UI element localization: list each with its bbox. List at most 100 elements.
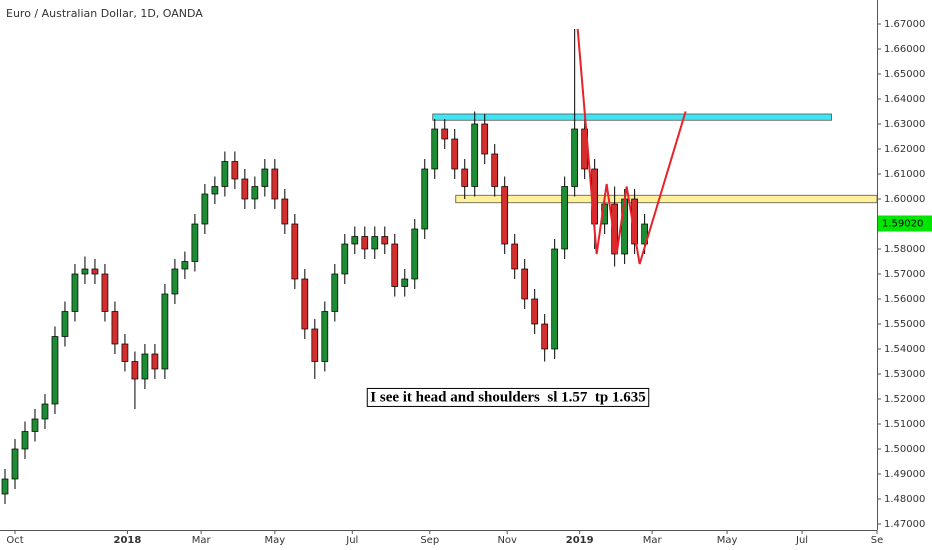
candle-body: [611, 203, 618, 255]
y-tick-label: 1.64000: [884, 94, 925, 105]
x-tick-label: 2019: [566, 535, 594, 546]
candle-body: [81, 268, 89, 275]
y-tick-label: 1.49000: [884, 469, 925, 480]
candle-body: [51, 336, 59, 405]
candle-body: [181, 261, 189, 270]
y-tick-label: 1.65000: [884, 69, 925, 80]
candle-body: [421, 168, 429, 230]
candle-body: [61, 311, 69, 337]
y-tick-label: 1.47000: [884, 519, 925, 530]
candle-body: [261, 168, 269, 187]
candle-body: [431, 128, 439, 170]
candle-body: [331, 273, 339, 312]
candle-body: [461, 168, 469, 187]
x-tick-label: May: [264, 535, 285, 546]
candle-body: [301, 278, 309, 330]
candle-body: [571, 128, 579, 187]
candle-body: [121, 343, 129, 362]
candle-body: [21, 431, 29, 450]
candle-body: [11, 448, 19, 480]
annotation: I see it head and shoulders sl 1.57 tp 1…: [370, 389, 645, 405]
x-tick-label: Jul: [345, 535, 358, 546]
x-tick-label: Se: [871, 535, 884, 546]
candle-body: [531, 298, 539, 325]
candle-body: [381, 236, 389, 245]
candle-body: [361, 236, 369, 250]
x-tick-label: 2018: [114, 535, 142, 546]
y-tick-label: 1.55000: [884, 319, 925, 330]
zone: [455, 194, 878, 204]
candle-body: [171, 268, 179, 295]
candle-body: [411, 228, 419, 280]
candle-body: [91, 268, 99, 275]
axis-panel: [877, 0, 932, 550]
y-tick-label: 1.51000: [884, 419, 925, 430]
candle-body: [161, 293, 169, 370]
chart-title: Euro / Australian Dollar, 1D, OANDA: [6, 7, 203, 20]
candle-body: [141, 353, 149, 380]
y-tick-label: 1.54000: [884, 344, 925, 355]
y-tick-label: 1.67000: [884, 19, 925, 30]
x-tick-label: Oct: [6, 535, 23, 546]
candle-body: [391, 243, 399, 287]
y-tick-label: 1.62000: [884, 144, 925, 155]
candle-body: [311, 328, 319, 362]
candle-body: [111, 311, 119, 345]
candle-body: [401, 278, 409, 287]
candle-body: [341, 243, 349, 275]
candle-body: [1, 478, 9, 495]
candle-body: [551, 248, 559, 350]
candle-body: [621, 198, 628, 255]
candle-body: [201, 193, 209, 225]
y-tick-label: 1.56000: [884, 294, 925, 305]
last-price-box: [878, 215, 932, 232]
x-tick-label: Nov: [497, 535, 517, 546]
candle-body: [371, 236, 379, 250]
candle-body: [521, 268, 529, 300]
annotation-box: [366, 387, 650, 407]
x-tick-label: Mar: [643, 535, 663, 546]
last-price-label: 1.59020: [882, 219, 923, 230]
candle-body: [101, 273, 109, 312]
candle-body: [131, 361, 139, 380]
y-tick-label: 1.61000: [884, 169, 925, 180]
x-tick-label: Jul: [795, 535, 808, 546]
candle-body: [491, 153, 499, 187]
x-tick-label: Mar: [192, 535, 212, 546]
candle-body: [561, 186, 569, 250]
candle-body: [241, 178, 249, 200]
y-tick-label: 1.53000: [884, 369, 925, 380]
candle-body: [291, 223, 299, 280]
candle-body: [451, 138, 459, 170]
candle-body: [511, 243, 519, 270]
candle-body: [231, 161, 239, 180]
candle-body: [251, 186, 259, 200]
candle-body: [191, 223, 199, 262]
candle-body: [481, 123, 489, 155]
candle-body: [321, 311, 329, 362]
y-tick-label: 1.66000: [884, 44, 925, 55]
y-tick-label: 1.57000: [884, 269, 925, 280]
candle-body: [351, 236, 359, 245]
candle-body: [211, 186, 219, 195]
candle-body: [541, 323, 549, 350]
y-tick-label: 1.50000: [884, 444, 925, 455]
candle-body: [501, 186, 509, 245]
x-tick-label: Sep: [420, 535, 439, 546]
candle-body: [441, 128, 449, 140]
candle-body: [31, 418, 39, 432]
candle-body: [151, 353, 159, 370]
x-tick-label: May: [717, 535, 738, 546]
candle-body: [71, 273, 79, 312]
candle-body: [41, 403, 49, 420]
y-tick-label: 1.52000: [884, 394, 925, 405]
zone: [432, 113, 832, 121]
y-tick-label: 1.48000: [884, 494, 925, 505]
candle-body: [471, 123, 479, 187]
candle-body: [271, 168, 279, 200]
y-tick-label: 1.60000: [884, 194, 925, 205]
candle-body: [281, 198, 289, 225]
y-tick-label: 1.58000: [884, 244, 925, 255]
